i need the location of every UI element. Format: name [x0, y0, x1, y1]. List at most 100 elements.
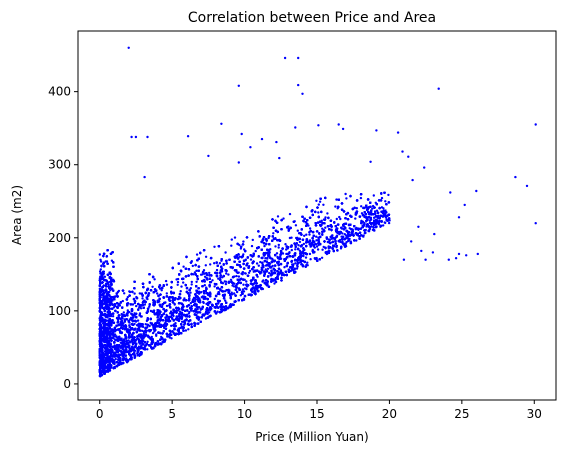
data-point: [318, 200, 322, 203]
data-point: [344, 192, 347, 196]
data-point: [245, 280, 248, 283]
data-point: [189, 287, 192, 290]
data-point: [225, 272, 228, 275]
data-point: [284, 243, 287, 246]
data-point: [213, 285, 216, 288]
data-point: [217, 277, 220, 280]
data-point: [324, 226, 327, 229]
data-point: [294, 248, 297, 251]
data-point: [176, 283, 179, 286]
data-point: [155, 333, 158, 336]
data-point: [189, 302, 192, 305]
data-point: [326, 212, 329, 215]
data-point: [143, 303, 146, 306]
data-point: [202, 300, 205, 304]
data-point: [148, 324, 151, 328]
data-point: [289, 269, 293, 273]
data-point: [230, 244, 233, 247]
data-point: [360, 212, 364, 215]
data-point: [182, 265, 185, 268]
data-point: [136, 319, 140, 322]
data-point: [114, 357, 117, 361]
data-point: [127, 339, 130, 342]
data-point: [117, 289, 121, 293]
data-point: [209, 263, 212, 266]
data-point: [151, 331, 155, 335]
data-point: [153, 278, 156, 281]
data-point: [207, 311, 211, 314]
data-point: [321, 248, 324, 251]
data-point: [277, 243, 280, 247]
data-point: [317, 203, 320, 206]
data-point: [305, 263, 308, 266]
data-point: [178, 310, 182, 313]
data-point: [195, 280, 198, 283]
data-point: [239, 294, 242, 297]
data-point: [121, 299, 125, 303]
data-point: [103, 275, 107, 278]
data-point: [251, 238, 254, 242]
data-point: [322, 245, 325, 249]
data-point: [230, 238, 233, 241]
data-point: [111, 315, 115, 318]
data-point: [149, 309, 153, 313]
data-point: [176, 280, 180, 284]
data-point: [189, 291, 192, 294]
data-point: [98, 270, 102, 273]
data-point: [199, 273, 203, 276]
data-point: [156, 315, 160, 319]
data-point: [296, 229, 299, 232]
data-point: [368, 219, 371, 222]
data-point: [308, 252, 312, 256]
data-point: [113, 333, 117, 336]
data-point: [371, 204, 375, 208]
data-point: [241, 288, 245, 291]
data-point: [296, 265, 299, 268]
data-point: [308, 233, 311, 236]
data-point: [131, 303, 135, 306]
data-point: [173, 302, 176, 306]
data-point: [105, 260, 109, 263]
data-point: [213, 297, 216, 301]
data-point: [180, 320, 184, 323]
data-point: [338, 215, 341, 219]
data-point: [123, 292, 126, 295]
data-point: [294, 224, 298, 227]
data-point: [146, 340, 149, 343]
data-point: [309, 258, 312, 261]
data-point: [308, 227, 312, 230]
data-point: [208, 271, 211, 275]
data-point: [255, 262, 259, 265]
data-point: [344, 242, 347, 246]
data-point: [235, 290, 239, 294]
data-point: [195, 269, 198, 272]
data-point: [244, 272, 247, 275]
data-point: [354, 217, 357, 220]
data-point: [298, 240, 302, 244]
data-point: [297, 244, 300, 247]
data-point: [191, 264, 194, 268]
data-point: [320, 256, 324, 259]
data-point: [122, 311, 126, 314]
data-point: [302, 242, 306, 246]
data-point: [324, 216, 327, 219]
data-point: [373, 210, 377, 213]
data-point: [306, 261, 309, 264]
data-point: [144, 323, 147, 326]
data-point: [387, 193, 390, 197]
data-point: [231, 293, 234, 296]
data-point: [304, 256, 308, 259]
data-point: [290, 248, 293, 252]
data-point: [247, 271, 251, 274]
data-point: [345, 197, 348, 200]
data-point: [339, 217, 342, 221]
data-point: [197, 292, 201, 295]
data-point: [239, 247, 243, 250]
data-point: [368, 228, 371, 232]
data-point: [271, 258, 274, 261]
data-point: [224, 282, 228, 286]
data-point: [242, 290, 246, 293]
data-point: [215, 268, 219, 272]
data-point: [380, 196, 384, 200]
data-point: [254, 249, 257, 253]
